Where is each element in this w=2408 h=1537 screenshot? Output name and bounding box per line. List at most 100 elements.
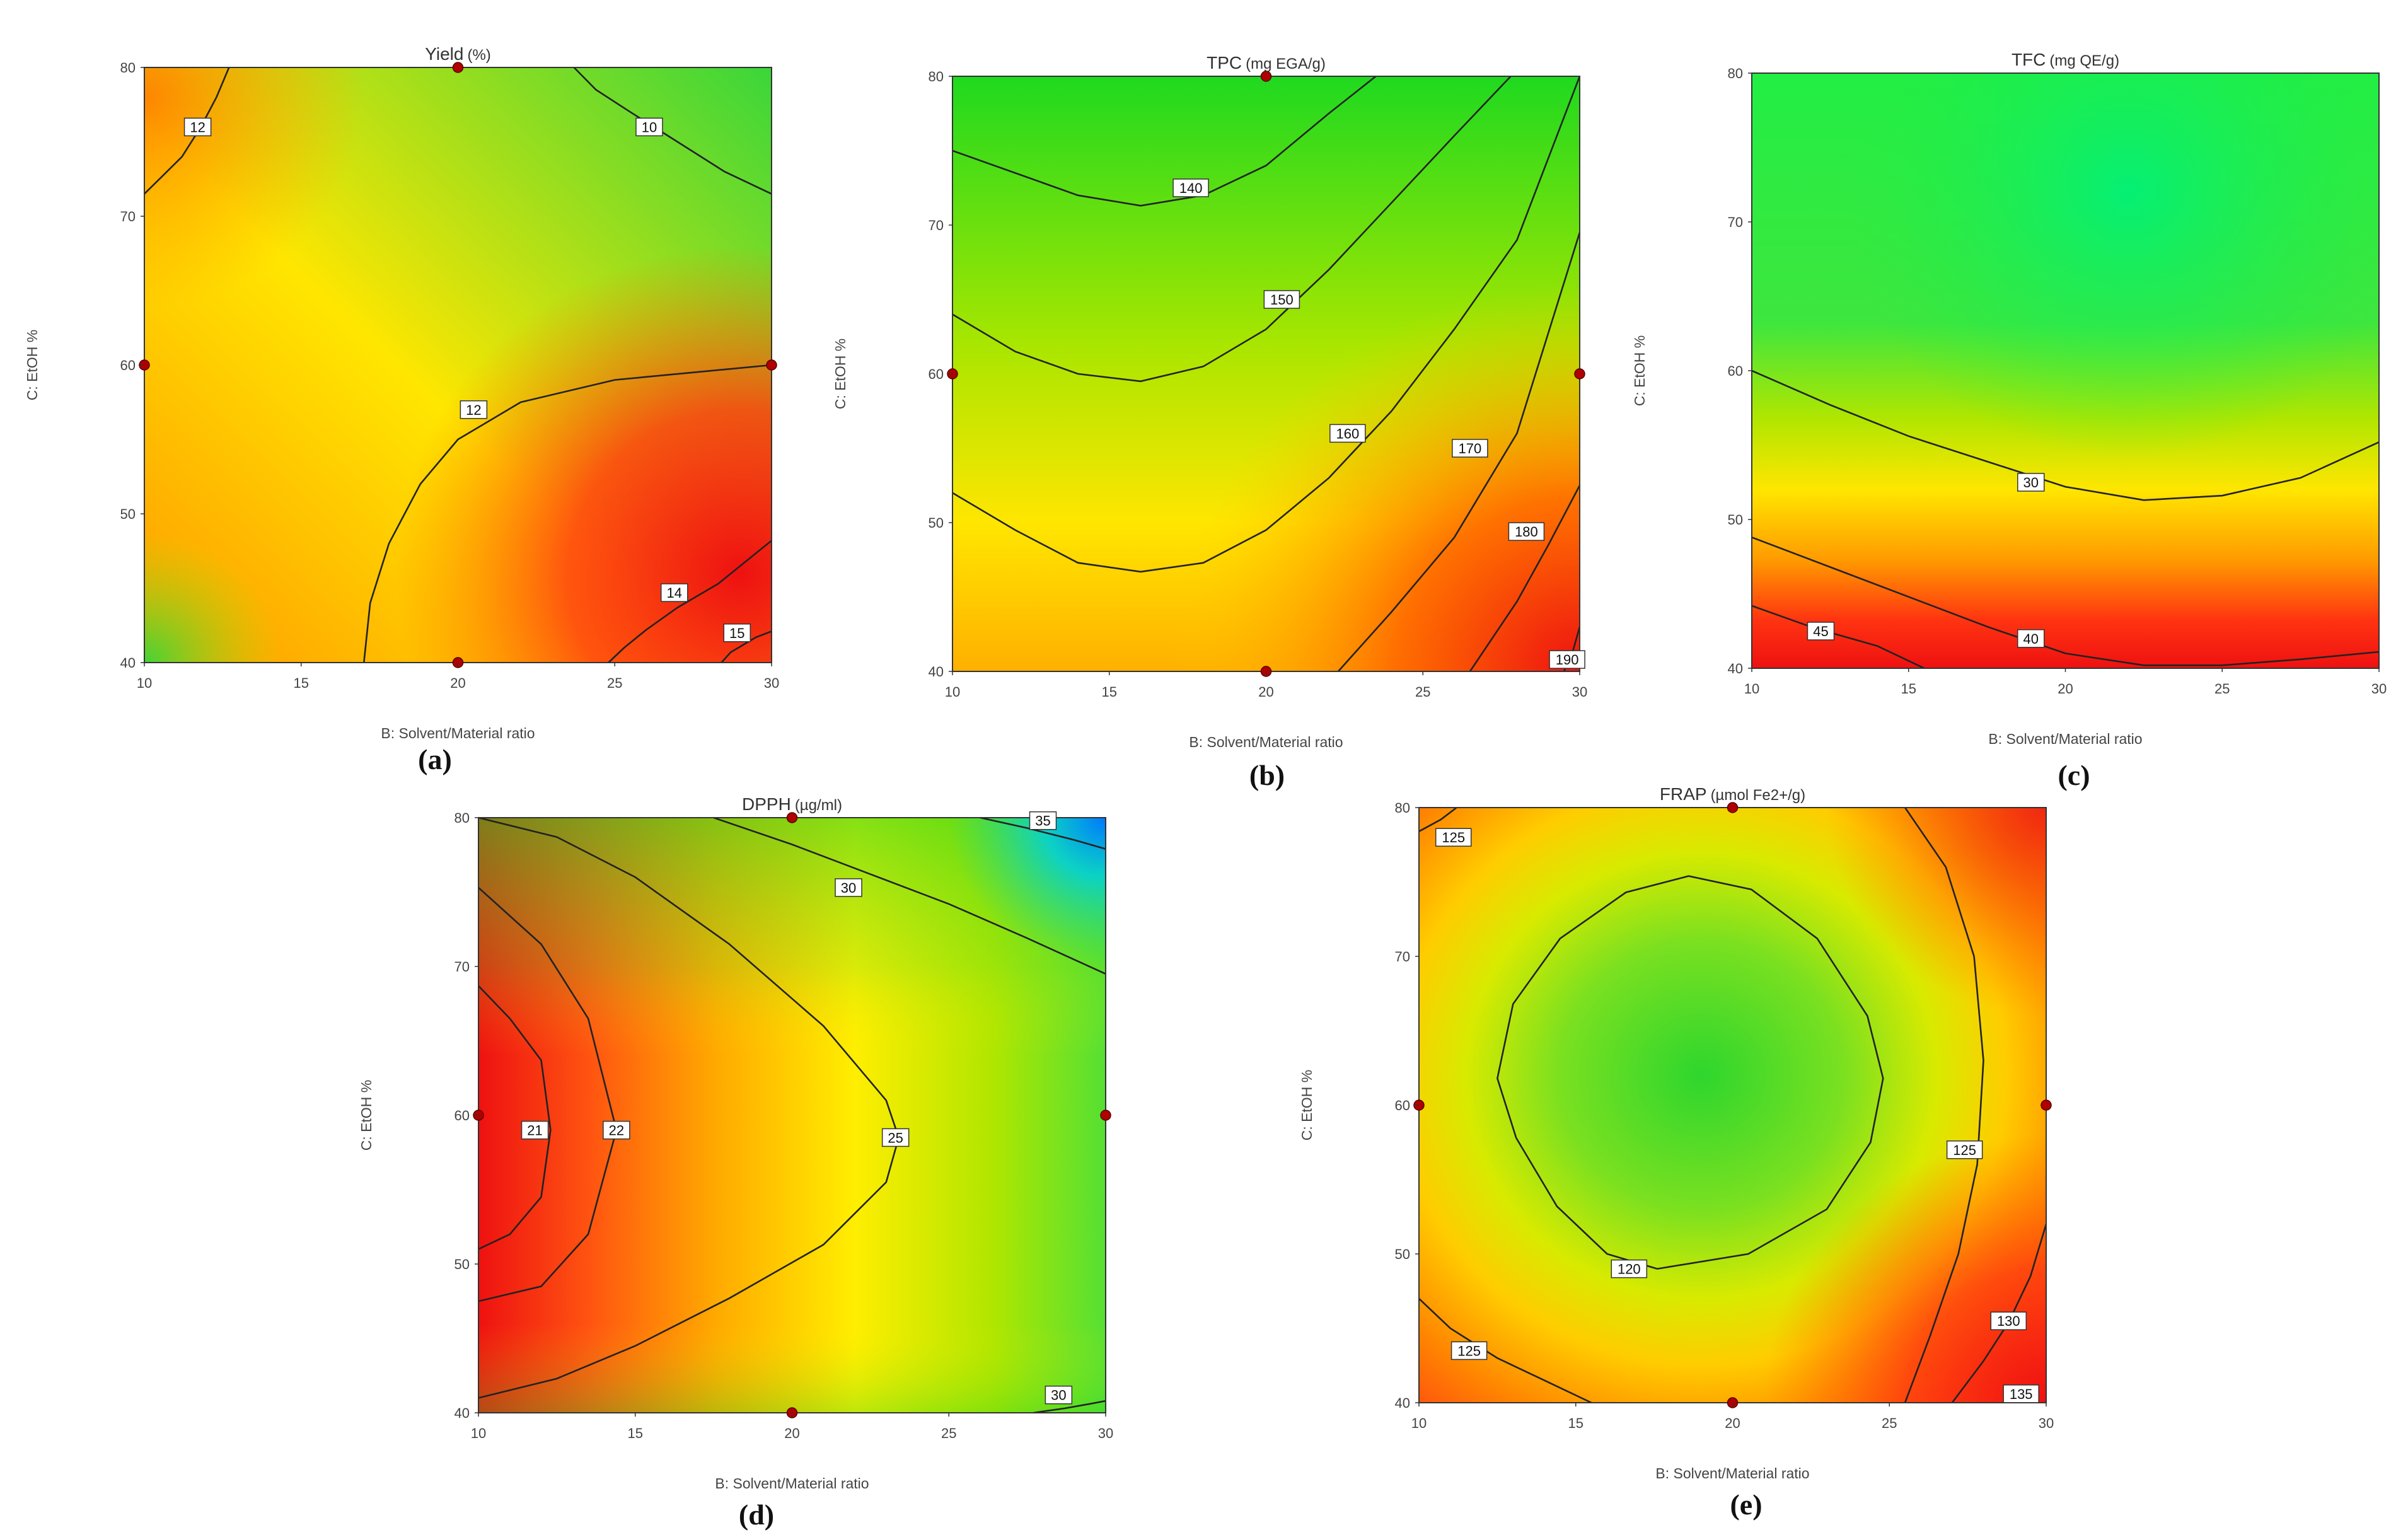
contour-label-text: 15 — [729, 625, 744, 641]
contour-line — [1904, 807, 1984, 1403]
y-axis-label: C: EtOH % — [24, 330, 40, 400]
x-tick-label: 10 — [471, 1425, 486, 1441]
contour-value-label: 40 — [2017, 629, 2045, 648]
panel-d: 35 30 21 22 25 30 10 15 20 25 30 40 50 60 70 80 DPPH (µg/… — [358, 794, 1113, 1531]
y-tick-label: 80 — [929, 69, 944, 84]
contour-label-box — [661, 583, 688, 602]
x-tick-label: 25 — [1882, 1415, 1897, 1431]
contour-label-box — [1329, 424, 1366, 443]
contour-line — [1751, 369, 2380, 501]
colorfield-layer — [1752, 73, 2379, 668]
contour-value-label: 125 — [1946, 1140, 1983, 1159]
y-tick-label: 60 — [120, 357, 136, 373]
x-tick-label: 15 — [1102, 684, 1117, 700]
contour-label-box — [835, 878, 862, 897]
x-tick-label: 25 — [607, 675, 622, 691]
chart-title: Yield (%) — [425, 44, 491, 64]
chart-title: DPPH (µg/ml) — [742, 794, 842, 814]
panel-label-c: (c) — [2058, 759, 2090, 791]
contour-label-box — [635, 117, 663, 137]
contour-value-label: 140 — [1172, 178, 1209, 197]
y-axis-label: C: EtOH % — [832, 339, 848, 409]
x-axis-label: B: Solvent/Material ratio — [715, 1475, 869, 1492]
contour-label-text: 30 — [2023, 475, 2039, 490]
contour-value-label: 30 — [2017, 473, 2045, 492]
contour-value-label: 15 — [723, 624, 751, 642]
contour-label-box — [1549, 650, 1585, 669]
contour-label-text: 45 — [1813, 624, 1828, 639]
x-tick-label: 30 — [2039, 1415, 2054, 1431]
contour-label-box — [1172, 178, 1209, 197]
contour-line — [952, 75, 1377, 207]
contour-value-label: 35 — [1029, 811, 1057, 830]
chart-title-name: Yield — [425, 44, 463, 64]
contour-value-label: 190 — [1549, 650, 1585, 669]
contour-label-text: 35 — [1035, 813, 1050, 829]
colorfield-layer — [144, 67, 772, 663]
contour-label-text: 14 — [667, 585, 682, 601]
contour-label-text: 150 — [1270, 292, 1294, 308]
contour-label-box — [1807, 622, 1835, 641]
contour-label-text: 130 — [1997, 1313, 2020, 1329]
contour-label-text: 180 — [1515, 524, 1538, 540]
chart-title-unit: (%) — [467, 47, 490, 64]
contour-label-box — [1946, 1140, 1983, 1159]
x-axis-label: B: Solvent/Material ratio — [1988, 731, 2142, 747]
contour-label-text: 12 — [190, 119, 205, 135]
y-tick-label: 40 — [1728, 661, 1743, 676]
contour-label-box — [460, 400, 488, 419]
y-tick-label: 40 — [929, 664, 944, 680]
contour-value-label: 12 — [460, 400, 488, 419]
colorfield-layer — [952, 76, 1580, 671]
colorfield-layer — [478, 818, 1106, 1413]
contour-line — [1751, 605, 1925, 670]
y-tick-label: 40 — [120, 655, 136, 671]
contour-label-box — [723, 624, 751, 642]
x-tick-label: 10 — [1744, 681, 1759, 697]
y-tick-label: 50 — [1395, 1246, 1410, 1262]
chart-title-unit: (µmol Fe2+/g) — [1711, 787, 1806, 804]
contour-label-box — [1611, 1259, 1648, 1279]
contour-line — [1418, 1297, 1592, 1404]
contour-label-box — [183, 117, 212, 137]
x-axis-label: B: Solvent/Material ratio — [381, 725, 535, 741]
x-tick-label: 30 — [764, 675, 779, 691]
x-tick-label: 30 — [2371, 681, 2387, 697]
x-tick-label: 20 — [2058, 681, 2073, 697]
contour-label-text: 135 — [2010, 1386, 2033, 1402]
x-axis-label: B: Solvent/Material ratio — [1189, 734, 1343, 750]
y-tick-label: 80 — [1728, 66, 1743, 81]
chart-title-name: TPC — [1207, 53, 1242, 72]
chart-title-name: FRAP — [1660, 784, 1707, 804]
contour-label-box — [1029, 811, 1057, 830]
chart-title: FRAP (µmol Fe2+/g) — [1660, 784, 1805, 804]
y-tick-label: 70 — [1728, 214, 1743, 230]
chart-title-name: TFC — [2011, 50, 2046, 69]
contour-label-text: 21 — [527, 1123, 542, 1139]
design-point — [1100, 1110, 1111, 1121]
contour-label-box — [521, 1120, 549, 1140]
chart-title-unit: (mg EGA/g) — [1246, 55, 1326, 72]
design-point — [1727, 802, 1739, 813]
y-tick-label: 50 — [1728, 512, 1743, 528]
contour-label-box — [1990, 1311, 2027, 1330]
contour-line — [713, 816, 1106, 975]
design-point — [766, 359, 777, 371]
x-tick-label: 10 — [1411, 1415, 1427, 1431]
y-tick-label: 70 — [929, 218, 944, 233]
contour-line — [363, 364, 772, 663]
contour-label-box — [2017, 473, 2045, 492]
contour-line — [608, 540, 772, 663]
contour-value-label: 30 — [835, 878, 862, 897]
contour-line — [721, 630, 772, 663]
x-tick-label: 25 — [2214, 681, 2230, 697]
contour-value-label: 14 — [661, 583, 688, 602]
contour-label-box — [1452, 439, 1488, 458]
contour-value-label: 21 — [521, 1120, 549, 1140]
colorfield-layer — [1419, 808, 2046, 1403]
design-point — [2040, 1099, 2052, 1111]
contour-label-text: 190 — [1556, 652, 1579, 668]
contour-label-text: 30 — [841, 880, 856, 896]
panel-c: 30 40 45 10 15 20 25 30 40 50 60 70 80 TFC (mg QE/g) B:… — [1631, 50, 2387, 791]
